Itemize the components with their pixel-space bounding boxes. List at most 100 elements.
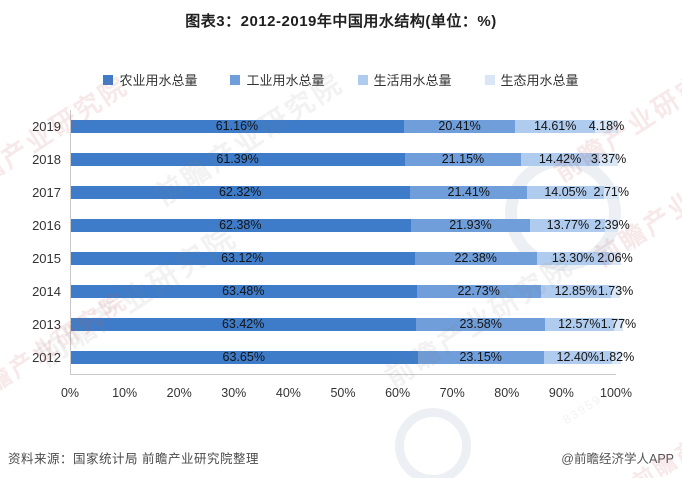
legend-label: 生活用水总量 xyxy=(373,73,452,88)
x-tick-label: 0% xyxy=(60,386,80,400)
bar-value-label: 13.30% xyxy=(551,251,595,266)
x-axis-line xyxy=(70,374,616,375)
bar-segment: 4.18% xyxy=(589,120,624,133)
bar-value-label: 14.61% xyxy=(533,119,577,134)
legend-item: 农业用水总量 xyxy=(103,70,197,89)
bar-segment: 12.40% xyxy=(543,350,612,365)
bar-value-label: 63.12% xyxy=(221,251,264,266)
stacked-bar: 63.12% 22.38% 13.30% 2.06% xyxy=(70,251,633,266)
bar-value-label: 13.77% xyxy=(546,218,590,233)
bar-segment: 2.06% xyxy=(597,252,633,265)
legend-item: 工业用水总量 xyxy=(230,70,325,89)
x-axis: 0% 10% 20% 30% 40% 50% 60% 70% 80% 90% 100% xyxy=(0,386,682,402)
bar-value-label: 21.15% xyxy=(441,152,485,167)
year-label: 2017 xyxy=(32,185,61,200)
bar-segment: 23.15% xyxy=(417,350,544,365)
stacked-bar: 63.48% 22.73% 12.85% 1.73% xyxy=(70,284,633,299)
year-label: 2018 xyxy=(32,152,61,167)
watermark-logo-ring xyxy=(395,408,471,478)
bar-segment: 22.73% xyxy=(416,284,541,299)
stacked-bar: 63.65% 23.15% 12.40% 1.82% xyxy=(70,350,634,365)
bar-row: 2014 63.48% 22.73% 12.85% 1.73% xyxy=(0,275,682,308)
stacked-bar: 63.42% 23.58% 12.57% 1.77% xyxy=(70,317,636,332)
bar-value-label: 23.15% xyxy=(459,350,502,365)
legend-item: 生态用水总量 xyxy=(484,70,579,89)
bar-segment: 21.93% xyxy=(410,219,531,232)
bar-value-label: 62.32% xyxy=(218,185,262,200)
x-tick-label: 70% xyxy=(439,386,465,400)
bar-segment: 13.30% xyxy=(536,251,610,266)
x-tick-label: 50% xyxy=(330,386,356,400)
bar-segment: 22.38% xyxy=(414,251,537,266)
bar-segment: 2.71% xyxy=(594,186,629,199)
bar-segment: 14.05% xyxy=(527,186,604,199)
bar-row: 2017 62.32% 21.41% 14.05% 2.71% xyxy=(0,176,682,209)
bar-value-label: 2.71% xyxy=(593,185,629,200)
bar-value-label: 21.41% xyxy=(447,185,490,200)
legend-label: 工业用水总量 xyxy=(246,73,325,88)
bar-value-label: 20.41% xyxy=(438,119,481,134)
bar-segment: 2.39% xyxy=(594,219,630,232)
source-text: 资料来源：国家统计局 前瞻产业研究院整理 xyxy=(8,452,259,466)
bar-value-label: 61.16% xyxy=(215,119,259,134)
x-tick-label: 90% xyxy=(548,386,574,400)
bar-row: 2015 63.12% 22.38% 13.30% 2.06% xyxy=(0,242,682,275)
year-label: 2012 xyxy=(32,350,61,365)
bar-value-label: 14.42% xyxy=(538,152,582,167)
x-tick-label: 20% xyxy=(166,386,192,400)
stacked-bar: 61.39% 21.15% 14.42% 3.37% xyxy=(70,152,626,167)
bar-segment: 14.42% xyxy=(520,152,600,167)
bar-value-label: 4.18% xyxy=(588,119,625,134)
legend-item: 生活用水总量 xyxy=(357,70,452,89)
x-tick-label: 80% xyxy=(494,386,520,400)
bar-value-label: 1.82% xyxy=(598,350,635,365)
bar-segment: 12.85% xyxy=(540,285,611,298)
bar-value-label: 1.73% xyxy=(597,284,634,299)
bar-value-label: 2.06% xyxy=(597,251,633,266)
bar-value-label: 63.65% xyxy=(222,350,265,365)
y-axis-line xyxy=(70,110,71,375)
bar-segment: 21.41% xyxy=(410,185,528,200)
x-tick-label: 30% xyxy=(221,386,247,400)
bar-value-label: 63.48% xyxy=(222,284,265,299)
legend-swatch-icon xyxy=(357,74,368,85)
x-tick-label: 40% xyxy=(275,386,301,400)
bar-segment: 20.41% xyxy=(403,119,516,134)
bar-value-label: 61.39% xyxy=(216,152,259,167)
year-label: 2016 xyxy=(32,218,61,233)
bar-value-label: 2.39% xyxy=(594,218,630,233)
bar-segment: 21.15% xyxy=(405,153,521,166)
bar-value-label: 12.40% xyxy=(556,350,599,365)
legend-label: 生态用水总量 xyxy=(500,73,579,88)
bar-segment: 12.57% xyxy=(544,318,614,331)
x-tick-label: 10% xyxy=(112,386,138,400)
bar-value-label: 23.58% xyxy=(459,317,502,332)
stacked-bar: 61.16% 20.41% 14.61% 4.18% xyxy=(70,119,624,134)
bar-value-label: 63.42% xyxy=(221,317,265,332)
bar-segment: 62.38% xyxy=(70,219,411,232)
year-label: 2019 xyxy=(32,119,61,134)
page-title: 图表3：2012-2019年中国用水结构(单位：%) xyxy=(185,13,497,30)
bar-value-label: 22.38% xyxy=(454,251,497,266)
stacked-bar: 62.32% 21.41% 14.05% 2.71% xyxy=(70,185,629,200)
bar-segment: 61.39% xyxy=(70,152,406,167)
bar-segment: 14.61% xyxy=(515,119,596,134)
x-tick-label: 100% xyxy=(600,386,632,400)
bar-segment: 63.48% xyxy=(70,285,417,298)
bar-row: 2016 62.38% 21.93% 13.77% 2.39% xyxy=(0,209,682,242)
legend: 农业用水总量 工业用水总量 生活用水总量 生态用水总量 xyxy=(0,70,682,89)
bar-value-label: 14.05% xyxy=(544,185,587,200)
bar-segment: 1.82% xyxy=(599,351,634,364)
bar-segment: 23.58% xyxy=(416,318,545,331)
legend-label: 农业用水总量 xyxy=(119,73,198,88)
legend-swatch-icon xyxy=(230,74,241,85)
bar-segment: 63.12% xyxy=(70,252,415,265)
bar-value-label: 22.73% xyxy=(457,284,500,299)
bar-row: 2012 63.65% 23.15% 12.40% 1.82% xyxy=(0,341,682,374)
legend-swatch-icon xyxy=(484,74,495,85)
x-tick-label: 60% xyxy=(385,386,411,400)
bar-segment: 3.37% xyxy=(591,153,626,166)
year-label: 2013 xyxy=(32,317,61,332)
bar-segment: 13.77% xyxy=(530,218,606,233)
